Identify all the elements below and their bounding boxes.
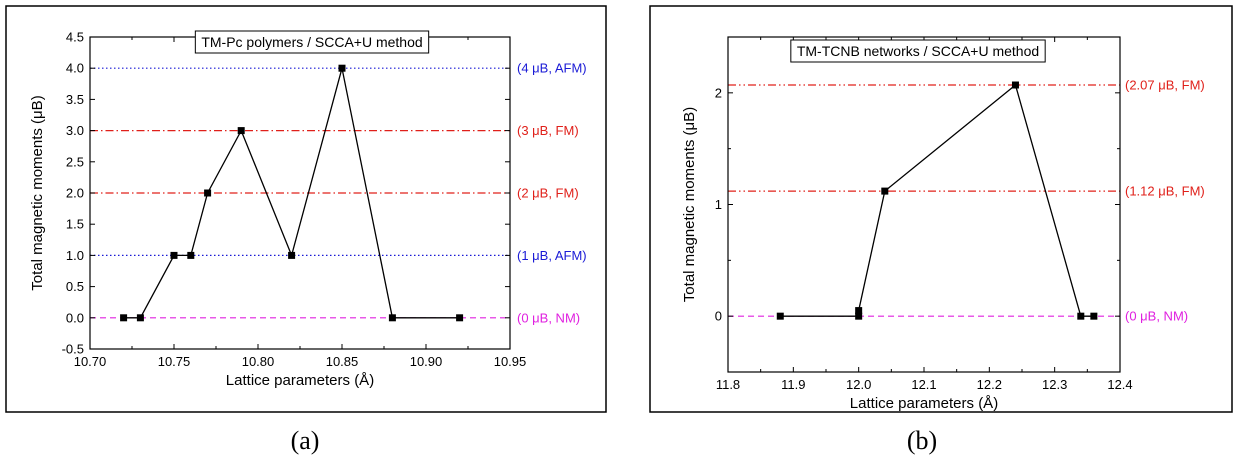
x-axis-title: Lattice parameters (Å) [226, 372, 374, 389]
x-tick-label: 12.3 [1042, 377, 1067, 392]
y-tick-label: -0.5 [62, 342, 84, 357]
reference-line-label: (0 μB, NM) [517, 310, 580, 325]
reference-line-label: (2.07 μB, FM) [1125, 78, 1205, 93]
data-point [136, 314, 144, 322]
data-point [120, 314, 128, 322]
chart-title-box [194, 30, 430, 54]
x-tick-label: 10.90 [410, 354, 443, 369]
reference-line-label: (0 μB, NM) [1125, 309, 1188, 324]
chart-title: TM-Pc polymers / SCCA+U method [201, 34, 422, 50]
y-tick-label: 1 [715, 197, 722, 212]
y-tick-label: 2.5 [66, 154, 84, 169]
x-tick-label: 12.4 [1107, 377, 1132, 392]
y-tick-label: 3.5 [66, 92, 84, 107]
data-point [388, 314, 396, 322]
data-point [1011, 81, 1019, 89]
y-tick-label: 1.0 [66, 248, 84, 263]
x-tick-label: 10.95 [494, 354, 527, 369]
panel-label: (a) [291, 426, 320, 455]
x-axis-title: Lattice parameters (Å) [850, 395, 998, 412]
data-point [338, 64, 346, 72]
x-tick-label: 10.80 [242, 354, 275, 369]
y-tick-label: 2.0 [66, 186, 84, 201]
data-point [187, 251, 195, 259]
x-tick-label: 12.1 [911, 377, 936, 392]
data-point [170, 251, 178, 259]
reference-line-label: (2 μB, FM) [517, 186, 579, 201]
series-line [780, 83, 1094, 317]
x-tick-label: 11.9 [781, 377, 805, 392]
chart-a: (4 μB, AFM) (3 μB, FM) (2 μB, FM) (1 μB, AF… [29, 30, 587, 390]
y-tick-label: 0.0 [66, 310, 84, 325]
y-tick-label: 1.5 [66, 217, 84, 232]
chart-title-box [790, 39, 1046, 63]
y-tick-label: 0 [715, 309, 722, 324]
plot-area-frame [727, 36, 1121, 373]
reference-line-label: (4 μB, AFM) [517, 61, 587, 76]
x-tick-label: 12.0 [846, 377, 871, 392]
y-tick-label: 4.5 [66, 30, 84, 45]
series-line [123, 68, 460, 319]
chart-b: (2.07 μB, FM) (1.12 μB, FM) (0 μB, NM) 11.8… [681, 36, 1205, 412]
y-axis-title: Total magnetic moments (μB) [681, 107, 698, 302]
panel-b-frame [649, 5, 1233, 413]
data-point [1077, 312, 1085, 320]
y-axis-title: Total magnetic moments (μB) [29, 95, 46, 290]
y-tick-label: 3.0 [66, 123, 84, 138]
y-tick-label: 0.5 [66, 279, 84, 294]
x-tick-label: 10.75 [158, 354, 191, 369]
y-tick-label: 2 [715, 85, 722, 100]
data-point [288, 251, 296, 259]
y-tick-label: 4.0 [66, 61, 84, 76]
x-tick-label: 12.2 [977, 377, 1002, 392]
chart-title: TM-TCNB networks / SCCA+U method [797, 43, 1039, 59]
data-point [855, 307, 863, 315]
reference-line-label: (1.12 μB, FM) [1125, 184, 1205, 199]
panel-label: (b) [907, 426, 937, 455]
data-point [776, 312, 784, 320]
x-tick-label: 10.70 [74, 354, 107, 369]
data-point [855, 312, 863, 320]
panel-a-frame [5, 5, 607, 413]
x-tick-label: 11.8 [716, 377, 740, 392]
data-point [456, 314, 464, 322]
reference-line-label: (1 μB, AFM) [517, 248, 587, 263]
data-point [204, 189, 212, 197]
data-point [237, 127, 245, 135]
data-point [881, 187, 889, 195]
reference-line-label: (3 μB, FM) [517, 123, 579, 138]
x-tick-label: 10.85 [326, 354, 359, 369]
data-point [1090, 312, 1098, 320]
